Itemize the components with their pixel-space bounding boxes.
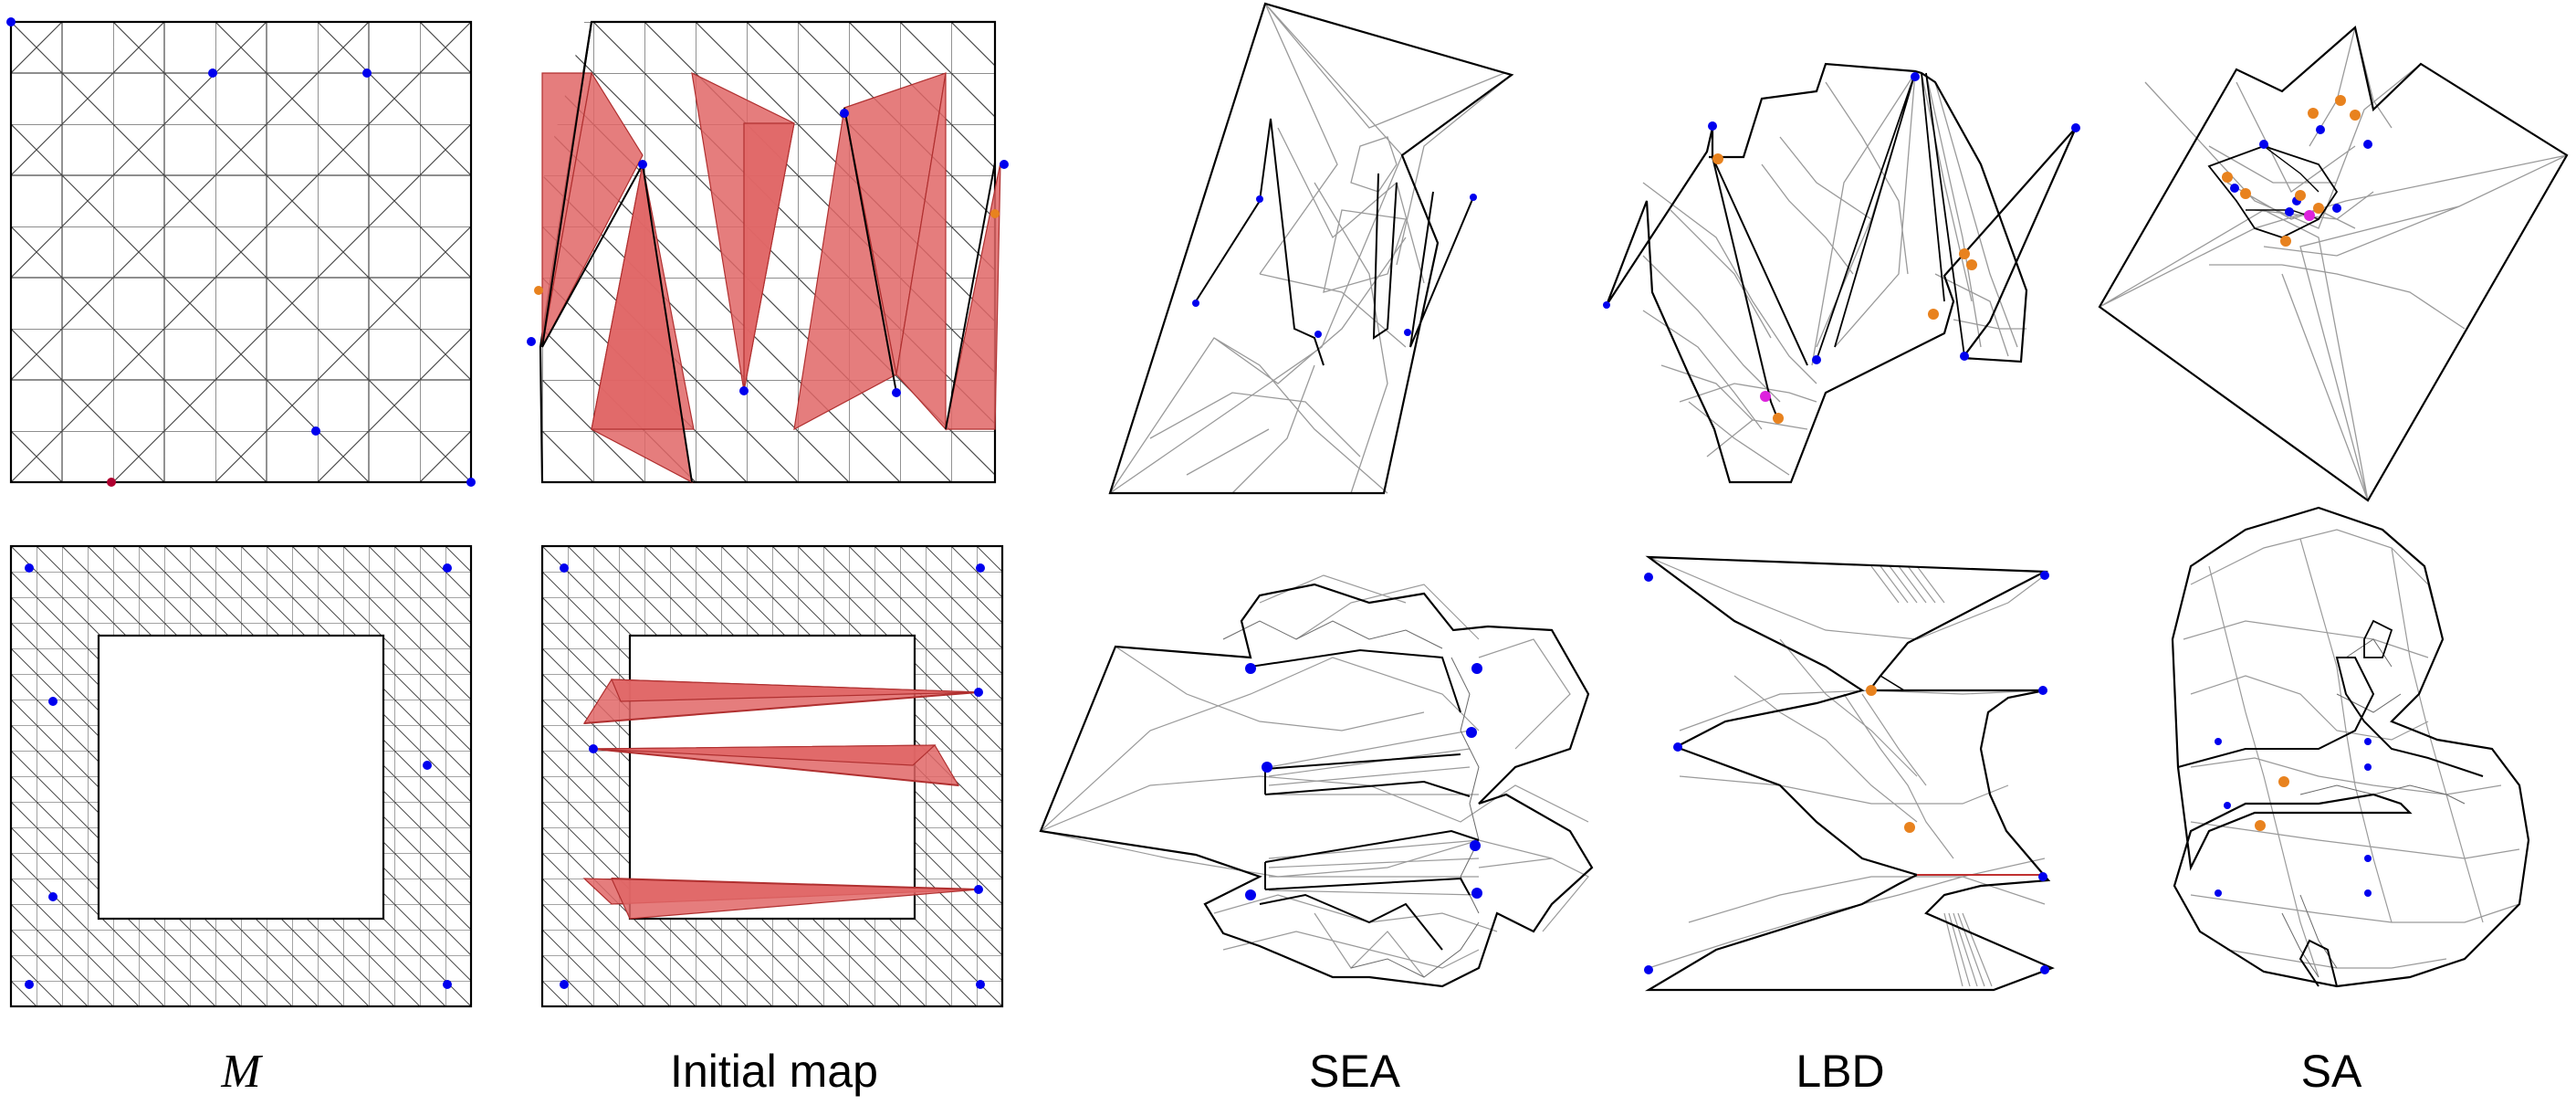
- handle-points: [25, 563, 452, 989]
- mesh-annulus-panel: [9, 544, 473, 1008]
- orange-points: [1712, 153, 1977, 424]
- lbd-square-panel: [1603, 62, 2080, 484]
- sea-square-panel: [1108, 2, 1514, 495]
- lbd-annulus-panel: [1644, 555, 2055, 992]
- orange-points: [534, 209, 1000, 295]
- caption-sa: SA: [2301, 1046, 2362, 1097]
- handle-points: [1644, 571, 2049, 974]
- flipped-triangles: [541, 71, 1001, 484]
- flipped-triangles: [582, 679, 979, 920]
- handle-point-red: [107, 478, 116, 487]
- handle-points: [1192, 194, 1477, 338]
- caption-initial-map: Initial map: [670, 1046, 878, 1097]
- initial-map-annulus-panel: [540, 544, 1004, 1008]
- sea-annulus-panel: [1039, 574, 1594, 988]
- handle-points: [1603, 72, 2080, 364]
- orange-points: [1866, 685, 1915, 833]
- orange-points: [2222, 95, 2361, 247]
- sa-square-panel: [2098, 25, 2569, 502]
- handle-points: [560, 563, 985, 989]
- mesh-square-panel: [6, 17, 476, 487]
- magenta-point: [2304, 210, 2315, 221]
- caption-m: M: [220, 1046, 263, 1098]
- handle-points: [527, 109, 1009, 397]
- caption-sea: SEA: [1309, 1046, 1401, 1097]
- orange-points: [2255, 776, 2289, 831]
- handle-points: [1245, 663, 1482, 900]
- mesh-square-boundary: [9, 20, 473, 484]
- handle-points: [2215, 738, 2372, 897]
- caption-lbd: LBD: [1796, 1046, 1884, 1097]
- magenta-point: [1760, 391, 1771, 402]
- handle-points: [6, 17, 476, 487]
- sa-annulus-panel: [2171, 506, 2530, 988]
- initial-map-square-panel: [527, 20, 1009, 484]
